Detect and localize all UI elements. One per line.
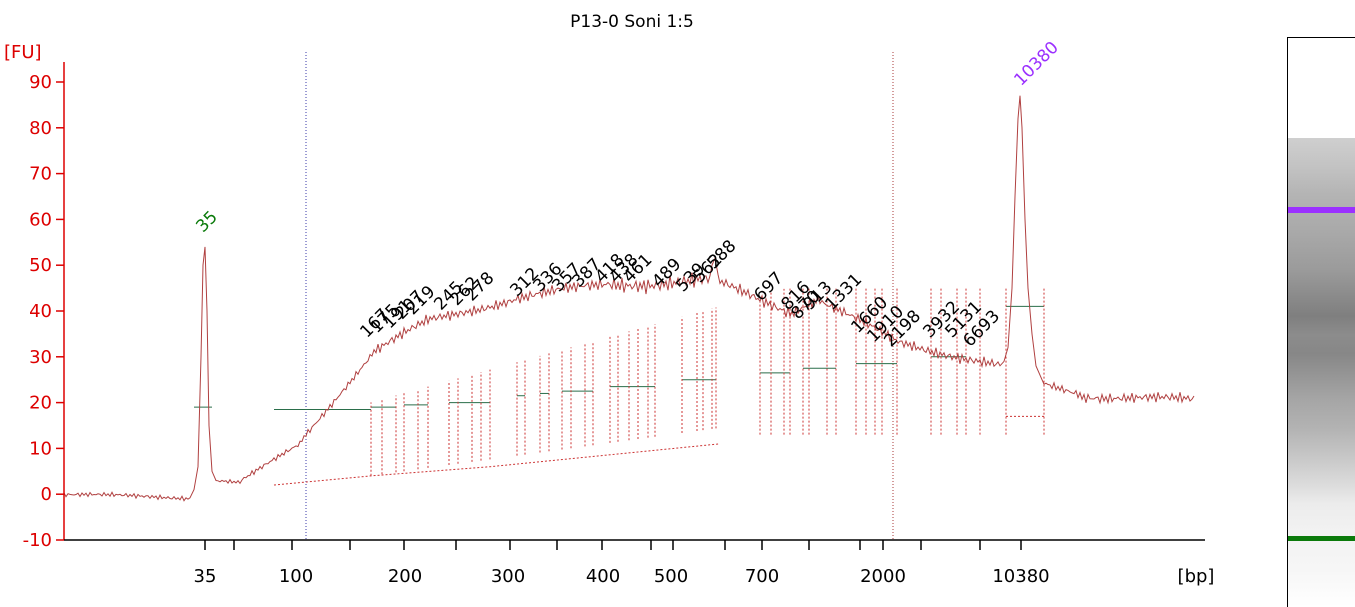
- marker-region-lines: [194, 52, 1044, 540]
- gel-upper-marker-band: [1288, 207, 1355, 213]
- y-tick-label: 90: [29, 72, 52, 93]
- trace-layer: [63, 95, 1195, 502]
- x-tick-label: 700: [745, 566, 779, 587]
- gel-lower-marker-band: [1288, 536, 1355, 541]
- x-tick-label: 35: [194, 566, 217, 587]
- lower-marker-label: 35: [192, 207, 221, 236]
- y-tick-label: 50: [29, 255, 52, 276]
- y-tick-label: 40: [29, 301, 52, 322]
- chart-title: P13-0 Soni 1:5: [570, 12, 694, 32]
- x-tick-label: 300: [491, 566, 525, 587]
- baseline-dotted: [273, 443, 721, 486]
- y-tick-label: 60: [29, 209, 52, 230]
- x-axis-unit-label: [bp]: [1178, 566, 1215, 587]
- gel-lane: [1288, 138, 1355, 607]
- y-tick-label: 30: [29, 347, 52, 368]
- gel-image: [1287, 37, 1355, 607]
- x-tick-label: 2000: [860, 566, 906, 587]
- y-tick-label: 0: [41, 484, 52, 505]
- x-tick-label: 10380: [992, 566, 1049, 587]
- y-tick-label: 80: [29, 118, 52, 139]
- electropherogram-trace: [63, 95, 1195, 502]
- y-tick-label: -10: [23, 530, 52, 551]
- x-tick-label: 500: [654, 566, 688, 587]
- axes: -10 0 10 20 30 40 50 60 70 80 90 35 100 200 300 400 500 7…: [23, 62, 1205, 587]
- peak-dotted-lines: [273, 288, 1045, 486]
- y-tick-label: 20: [29, 393, 52, 414]
- x-tick-label: 100: [279, 566, 313, 587]
- x-tick-label: 400: [586, 566, 620, 587]
- y-tick-label: 70: [29, 164, 52, 185]
- x-tick-label: 200: [388, 566, 422, 587]
- y-axis-unit-label: [FU]: [4, 42, 42, 63]
- upper-marker-label: 10380: [1010, 38, 1062, 90]
- y-tick-label: 10: [29, 438, 52, 459]
